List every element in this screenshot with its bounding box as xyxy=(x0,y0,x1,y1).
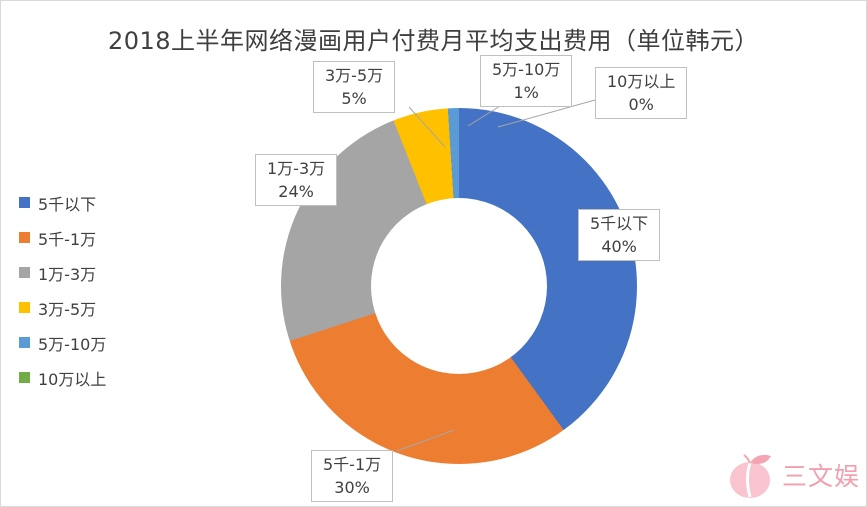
callout-30k-50k-category: 3万-5万 xyxy=(325,66,384,85)
callout-50k-100k-category: 5万-10万 xyxy=(492,60,561,79)
legend-item-5k-10k: 5千-1万 xyxy=(19,220,106,255)
callout-over-100k-category: 10万以上 xyxy=(607,72,676,91)
callout-10k-30k-category: 1万-3万 xyxy=(267,159,326,178)
watermark-text: 三文娱 xyxy=(781,462,860,491)
callout-below-5k-category: 5千以下 xyxy=(590,214,649,233)
callout-over-100k-percent: 0% xyxy=(628,95,654,115)
legend-swatch-30k-50k xyxy=(19,302,30,313)
callout-below-5k: 5千以下 40% xyxy=(578,209,661,262)
callout-5k-10k-category: 5千-1万 xyxy=(323,455,382,474)
legend: 5千以下 5千-1万 1万-3万 3万-5万 5万-10万 10万以上 xyxy=(19,185,106,395)
legend-label-5k-10k: 5千-1万 xyxy=(38,229,97,249)
watermark: 三文娱 xyxy=(724,448,860,502)
legend-swatch-5k-10k xyxy=(19,232,30,243)
legend-label-10k-30k: 1万-3万 xyxy=(38,264,97,284)
chart-title: 2018上半年网络漫画用户付费月平均支出费用（单位韩元） xyxy=(107,27,760,55)
legend-swatch-below-5k xyxy=(19,197,30,208)
legend-item-over-100k: 10万以上 xyxy=(19,360,106,395)
legend-swatch-over-100k xyxy=(19,372,30,383)
callout-10k-30k: 1万-3万 24% xyxy=(255,154,338,207)
legend-label-30k-50k: 3万-5万 xyxy=(38,299,97,319)
peach-logo-icon xyxy=(729,454,771,498)
callout-below-5k-percent: 40% xyxy=(601,237,637,257)
callout-30k-50k: 3万-5万 5% xyxy=(313,61,396,114)
callout-50k-100k-percent: 1% xyxy=(513,83,539,103)
callout-5k-10k-percent: 30% xyxy=(334,478,370,498)
callout-50k-100k: 5万-10万 1% xyxy=(480,55,573,108)
legend-item-below-5k: 5千以下 xyxy=(19,185,106,220)
legend-swatch-10k-30k xyxy=(19,267,30,278)
callout-over-100k: 10万以上 0% xyxy=(595,67,688,120)
legend-swatch-50k-100k xyxy=(19,337,30,348)
legend-label-over-100k: 10万以上 xyxy=(38,369,107,389)
legend-item-50k-100k: 5万-10万 xyxy=(19,325,106,360)
legend-label-below-5k: 5千以下 xyxy=(38,194,97,214)
legend-label-50k-100k: 5万-10万 xyxy=(38,334,107,354)
callout-10k-30k-percent: 24% xyxy=(278,182,314,202)
callout-5k-10k: 5千-1万 30% xyxy=(311,450,394,503)
legend-item-30k-50k: 3万-5万 xyxy=(19,290,106,325)
callout-30k-50k-percent: 5% xyxy=(341,89,367,109)
legend-item-10k-30k: 1万-3万 xyxy=(19,255,106,290)
donut-hole xyxy=(371,198,547,374)
